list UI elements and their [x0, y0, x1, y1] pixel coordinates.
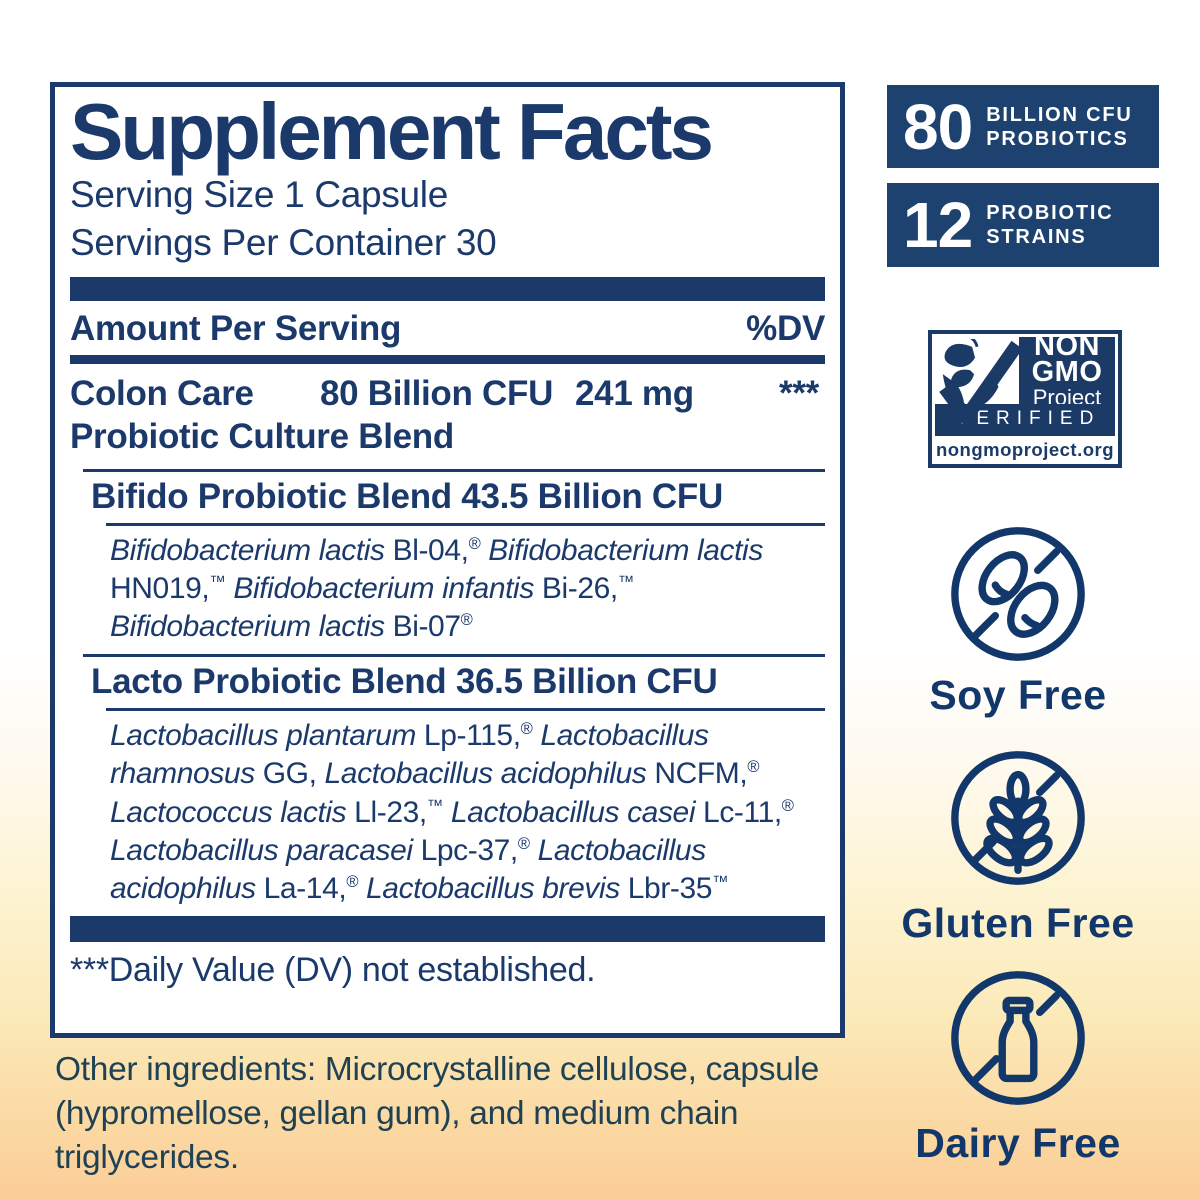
badge-12-line2: STRAINS	[986, 226, 1087, 248]
amount-per-serving-label: Amount Per Serving	[70, 308, 402, 348]
badge-12-text: PROBIOTIC STRAINS	[986, 201, 1113, 249]
ingredient-name-line2: Probiotic Culture Blend	[70, 417, 454, 457]
ingredient-cfu: 80 Billion CFU	[320, 373, 554, 413]
badge-80-number: 80	[903, 90, 973, 163]
other-ingredients-text: Other ingredients: Microcrystalline cell…	[55, 1051, 819, 1177]
rule-above-bifido	[83, 469, 825, 473]
badge-12-number: 12	[903, 189, 973, 261]
badge-80-text: BILLION CFU PROBIOTICS	[986, 103, 1132, 151]
non-gmo-top: NON GMO Project	[935, 331, 1115, 425]
gluten-free-label: Gluten Free	[901, 900, 1135, 946]
bifido-blend-header: Bifido Probiotic Blend 43.5 Billion CFU	[91, 477, 723, 517]
rule-above-lacto	[83, 654, 825, 658]
non-gmo-verified-seal: NON GMO Project VERIFIED nongmoproject.o…	[928, 330, 1122, 468]
milk-bottle-icon	[944, 964, 1092, 1112]
non-gmo-wordmark: NON GMO Project	[1019, 331, 1115, 409]
badge-12-line1: PROBIOTIC	[986, 202, 1114, 224]
rule-below-bifido-header	[106, 523, 825, 527]
badge-80-billion-cfu: 80 BILLION CFU PROBIOTICS	[887, 85, 1159, 168]
supplement-facts-panel: Supplement Facts Serving Size 1 Capsule …	[50, 82, 845, 1038]
divider-bar-thin	[70, 354, 825, 364]
non-gmo-word-non: NON	[1034, 329, 1100, 362]
wheat-icon	[944, 744, 1092, 892]
non-gmo-word-gmo: GMO	[1031, 356, 1103, 389]
ingredient-dv: ***	[779, 373, 819, 413]
main-ingredient-row: Colon Care 80 Billion CFU 241 mg ***	[70, 372, 825, 416]
divider-bar-bottom	[70, 915, 825, 942]
badge-80-line1: BILLION CFU	[986, 103, 1133, 126]
dv-header-label: %DV	[746, 308, 825, 348]
badge-80-line2: PROBIOTICS	[986, 127, 1129, 150]
badge-12-strains: 12 PROBIOTIC STRAINS	[887, 183, 1159, 267]
panel-title: Supplement Facts	[70, 87, 714, 176]
non-gmo-website: nongmoproject.org	[935, 439, 1115, 460]
soy-beans-icon	[944, 520, 1092, 668]
daily-value-footnote: ***Daily Value (DV) not established.	[70, 950, 596, 989]
amount-header-row: Amount Per Serving %DV	[70, 309, 825, 349]
divider-bar-top	[70, 276, 825, 301]
ingredient-weight: 241 mg	[575, 373, 694, 413]
butterfly-checkmark-icon	[935, 337, 1021, 425]
lacto-species-list: Lactobacillus plantarum Lp-115,® Lactoba…	[110, 719, 794, 905]
rule-below-lacto-header	[106, 708, 825, 712]
non-gmo-word-project: Project	[1032, 385, 1102, 411]
bifido-species-list: Bifidobacterium lactis Bl-04,® Bifidobac…	[110, 534, 763, 644]
dairy-free-label: Dairy Free	[915, 1120, 1121, 1166]
servings-per-container-text: Servings Per Container 30	[70, 222, 497, 264]
soy-free-label: Soy Free	[929, 672, 1107, 718]
serving-size-text: Serving Size 1 Capsule	[70, 174, 448, 216]
lacto-blend-header: Lacto Probiotic Blend 36.5 Billion CFU	[91, 662, 718, 702]
ingredient-name: Colon Care	[70, 373, 254, 413]
